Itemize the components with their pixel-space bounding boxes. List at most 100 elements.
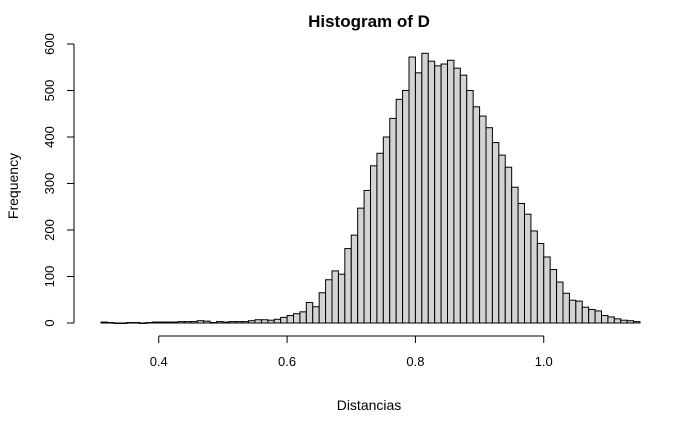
histogram-bar (350, 234, 359, 324)
histogram-bar (171, 321, 179, 324)
histogram-bar (357, 207, 365, 324)
histogram-bar (190, 321, 198, 324)
y-tick-label: 0 (42, 319, 57, 326)
histogram-bar (305, 302, 314, 324)
histogram-bar (408, 56, 416, 324)
histogram-bar (389, 117, 397, 324)
histogram-bar (248, 320, 256, 324)
histogram-bar (132, 322, 141, 324)
histogram-bar (183, 321, 192, 324)
histogram-bar (337, 273, 346, 324)
histogram-bar (119, 322, 128, 324)
histogram-bar (613, 318, 622, 324)
x-tick-label: 1.0 (535, 354, 553, 369)
histogram-bar (126, 322, 134, 324)
histogram-bar (485, 127, 493, 324)
histogram-bar (235, 321, 243, 324)
x-axis: 0.4 0.6 0.8 1.0 (150, 335, 553, 369)
histogram-bar (581, 306, 590, 324)
histogram-bar (459, 74, 468, 324)
histogram-bar (440, 63, 448, 324)
histogram-bar (106, 322, 115, 324)
histogram-bar (626, 320, 635, 324)
histogram-bar (331, 270, 339, 324)
histogram-bar (504, 166, 513, 324)
histogram-bar (620, 319, 628, 324)
histogram-bar (607, 316, 615, 324)
histogram-bar (575, 300, 583, 324)
histogram-bar (536, 242, 545, 324)
histogram-bar (363, 189, 371, 324)
histogram-bar (203, 320, 211, 324)
histogram-bar (395, 98, 404, 324)
histogram-bar (511, 186, 519, 324)
x-tick-label: 0.6 (278, 354, 296, 369)
y-tick-label: 100 (42, 266, 57, 288)
histogram-bar (158, 321, 166, 324)
y-axis-label: Frequency (5, 153, 21, 219)
y-axis: 0 100 200 300 400 500 600 (42, 33, 75, 327)
histogram-bar (209, 322, 218, 324)
histogram-bar (241, 321, 250, 324)
histogram-bar (344, 248, 352, 324)
histogram-bar (113, 322, 121, 324)
histogram-bar (447, 59, 455, 324)
histogram-bar (594, 310, 603, 324)
histogram-bar (151, 321, 160, 324)
histogram-bar (466, 90, 474, 324)
histogram-bar (164, 321, 173, 324)
histogram-bar (491, 142, 500, 324)
y-tick-label: 200 (42, 219, 57, 241)
histogram-bar (177, 321, 185, 324)
histogram-bars (100, 52, 641, 324)
histogram-bar (562, 292, 570, 324)
histogram-bar (286, 315, 294, 324)
histogram-bar (479, 115, 487, 324)
histogram-bar (421, 52, 429, 324)
histogram-bar (228, 321, 237, 324)
histogram-bar (427, 60, 436, 324)
histogram-bar (312, 306, 320, 324)
histogram-bar (260, 319, 269, 324)
histogram-bar (325, 279, 333, 324)
y-tick-label: 400 (42, 126, 57, 148)
histogram-bar (601, 315, 609, 324)
y-tick-label: 600 (42, 33, 57, 55)
histogram-bar (472, 106, 481, 324)
chart-title: Histogram of D (308, 12, 430, 31)
histogram-bar (633, 321, 641, 324)
histogram-bar (549, 269, 558, 324)
histogram-bar (222, 321, 230, 324)
histogram-bar (254, 319, 262, 324)
histogram-bar (556, 281, 564, 324)
histogram-bar (588, 309, 596, 324)
histogram-bar (318, 292, 327, 324)
y-tick-label: 500 (42, 80, 57, 102)
histogram-bar (402, 90, 410, 324)
y-tick-label: 300 (42, 173, 57, 195)
histogram-bar (382, 136, 391, 324)
histogram-bar (376, 152, 384, 324)
x-tick-label: 0.4 (150, 354, 168, 369)
histogram-bar (273, 318, 282, 324)
x-tick-label: 0.8 (406, 354, 424, 369)
histogram-bar (517, 203, 526, 324)
histogram-bar (267, 319, 275, 324)
histogram-bar (216, 321, 224, 324)
histogram-bar (299, 311, 307, 324)
histogram-bar (145, 322, 153, 324)
histogram-bar (100, 321, 108, 324)
histogram-bar (196, 320, 205, 324)
histogram-bar (293, 313, 301, 324)
histogram-bar (370, 165, 378, 324)
histogram-bar (453, 67, 461, 324)
histogram-bar (530, 230, 538, 324)
histogram-bar (543, 256, 551, 324)
histogram-bar (280, 316, 288, 324)
histogram-bar (498, 154, 506, 324)
histogram-bar (434, 65, 442, 324)
x-axis-label: Distancias (337, 397, 402, 413)
histogram-bar (414, 72, 423, 324)
histogram-bar (524, 213, 532, 324)
